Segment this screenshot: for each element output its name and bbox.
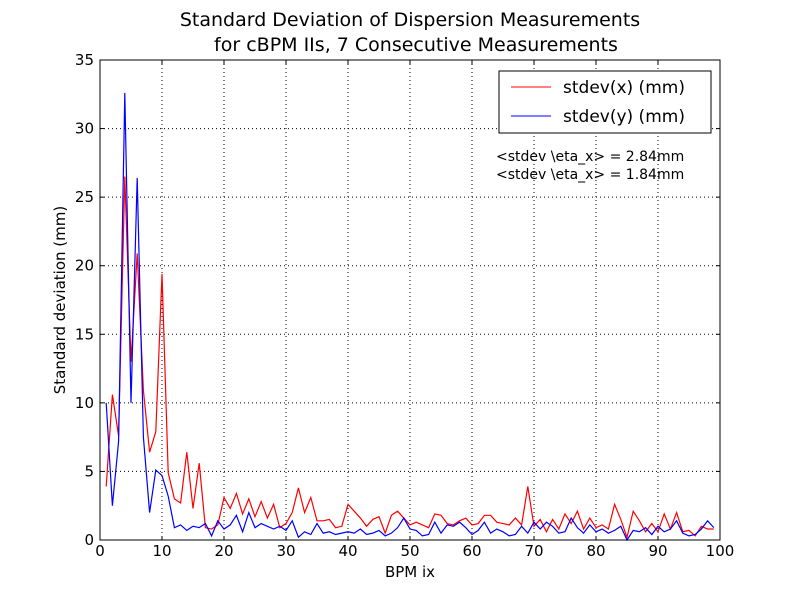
y-tick-label: 5 [84, 462, 94, 480]
axis-ticks: 0 10 20 30 40 50 60 70 80 90 100 0 5 10 15 20 25 30 35 [75, 51, 734, 560]
x-tick-label: 20 [214, 542, 233, 560]
y-tick-label: 30 [75, 120, 94, 138]
y-tick-label: 10 [75, 394, 94, 412]
x-tick-label: 90 [648, 542, 667, 560]
x-tick-label: 30 [276, 542, 295, 560]
x-tick-label: 10 [152, 542, 171, 560]
x-tick-label: 70 [524, 542, 543, 560]
x-tick-label: 50 [400, 542, 419, 560]
legend-box [498, 70, 712, 134]
y-axis-label: Standard deviation (mm) [51, 206, 69, 394]
x-tick-label: 80 [586, 542, 605, 560]
data-series [105, 92, 715, 542]
annotation-stdev-y: <stdev \eta_x> = 1.84mm [496, 167, 684, 183]
y-tick-label: 15 [75, 325, 94, 343]
series-line-stdev-y [105, 92, 715, 542]
x-axis-label: BPM ix [385, 563, 435, 581]
x-tick-label: 100 [706, 542, 735, 560]
y-tick-label: 25 [75, 188, 94, 206]
x-tick-label: 40 [338, 542, 357, 560]
chart-title-line1: Standard Deviation of Dispersion Measure… [180, 9, 640, 31]
y-tick-label: 20 [75, 257, 94, 275]
legend: stdev(x) (mm) stdev(y) (mm) [498, 70, 712, 134]
legend-label-stdev-y: stdev(y) (mm) [563, 107, 685, 127]
x-tick-label: 0 [95, 542, 105, 560]
annotation-stdev-x: <stdev \eta_x> = 2.84mm [496, 149, 684, 165]
x-tick-label: 60 [462, 542, 481, 560]
y-tick-label: 0 [84, 531, 94, 549]
legend-label-stdev-x: stdev(x) (mm) [563, 78, 685, 98]
chart-title-line2: for cBPM IIs, 7 Consecutive Measurements [214, 34, 618, 56]
y-tick-label: 35 [75, 51, 94, 69]
